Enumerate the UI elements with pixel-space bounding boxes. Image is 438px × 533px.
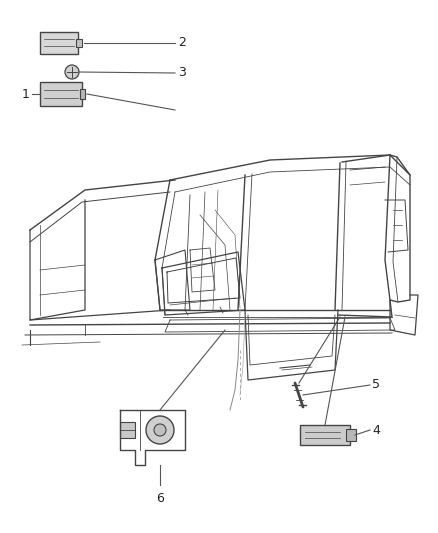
Bar	[300, 425, 350, 445]
Text: 1: 1	[22, 87, 30, 101]
Text: 5: 5	[372, 378, 380, 392]
Text: 3: 3	[178, 67, 186, 79]
Bar	[40, 32, 78, 54]
Bar	[76, 39, 82, 47]
Bar	[80, 89, 85, 99]
Text: 6: 6	[156, 492, 164, 505]
Circle shape	[154, 424, 166, 436]
Bar	[40, 82, 82, 106]
Circle shape	[65, 65, 79, 79]
Text: 2: 2	[178, 36, 186, 50]
Text: 4: 4	[372, 424, 380, 437]
Circle shape	[146, 416, 174, 444]
Bar	[346, 429, 356, 441]
Bar	[120, 422, 135, 438]
